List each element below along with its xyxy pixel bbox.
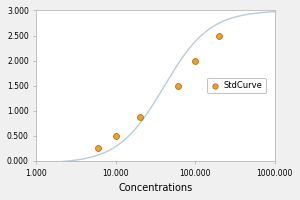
StdCurve xyxy=(96,147,101,150)
StdCurve xyxy=(137,115,142,119)
StdCurve xyxy=(193,59,198,62)
Legend: StdCurve: StdCurve xyxy=(207,78,266,93)
X-axis label: Concentrations: Concentrations xyxy=(118,183,193,193)
StdCurve xyxy=(217,34,222,37)
StdCurve xyxy=(176,84,180,87)
StdCurve xyxy=(113,134,118,137)
